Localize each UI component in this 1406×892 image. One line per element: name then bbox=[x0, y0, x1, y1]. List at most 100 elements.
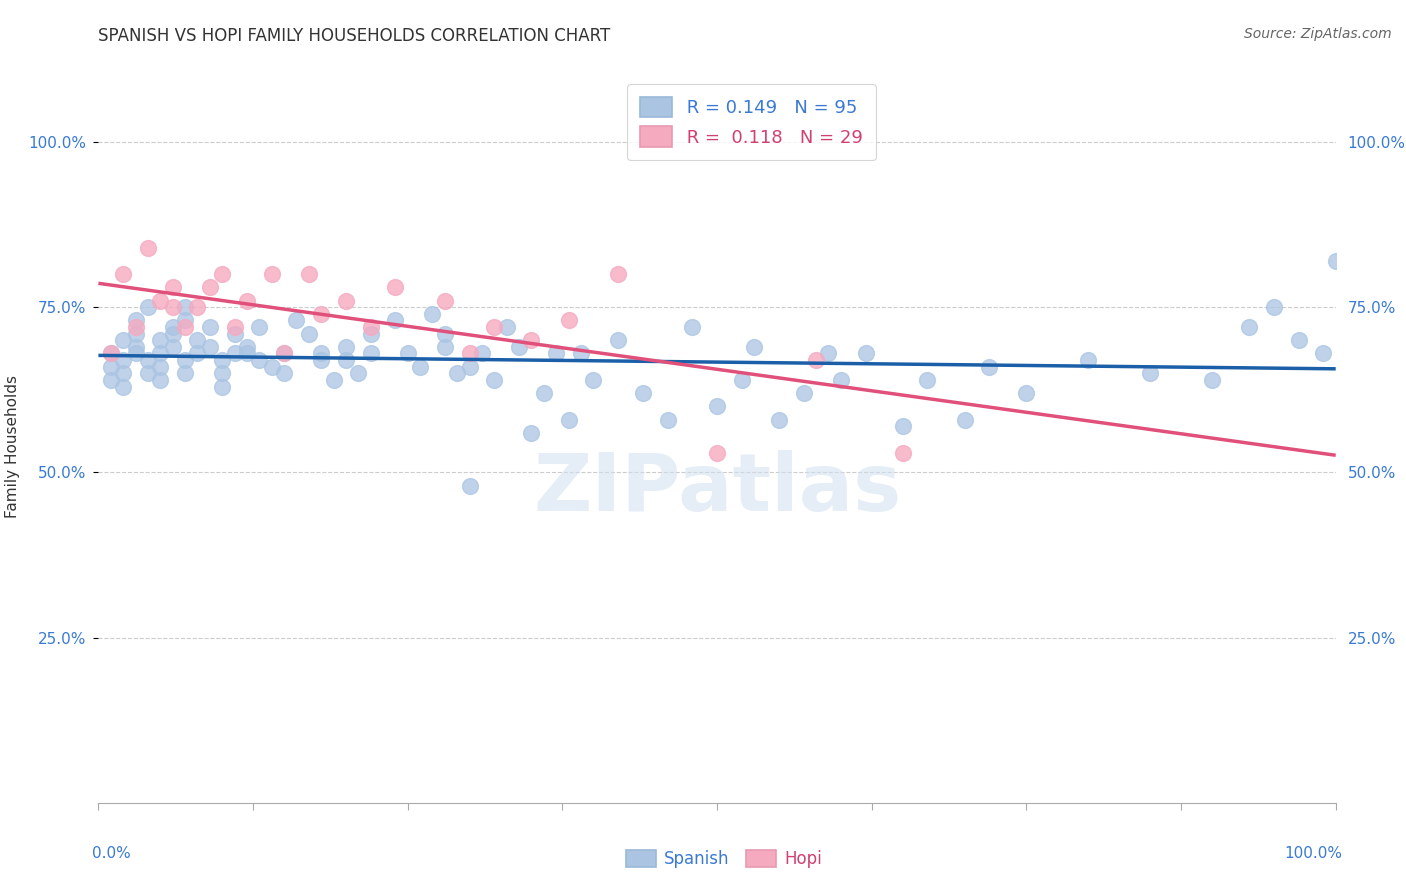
Point bbox=[224, 326, 246, 341]
Point bbox=[384, 313, 406, 327]
Point bbox=[136, 367, 159, 381]
Legend: Spanish, Hopi: Spanish, Hopi bbox=[619, 843, 830, 875]
Point bbox=[335, 353, 357, 368]
Point bbox=[979, 359, 1001, 374]
Point bbox=[224, 346, 246, 360]
Point bbox=[1312, 346, 1334, 360]
Point bbox=[1288, 333, 1310, 347]
Text: Source: ZipAtlas.com: Source: ZipAtlas.com bbox=[1244, 27, 1392, 41]
Point bbox=[458, 359, 481, 374]
Point bbox=[484, 320, 506, 334]
Point bbox=[396, 346, 419, 360]
Y-axis label: Family Households: Family Households bbox=[6, 375, 20, 517]
Point bbox=[322, 373, 344, 387]
Point bbox=[149, 293, 172, 308]
Point bbox=[706, 445, 728, 459]
Point bbox=[1077, 353, 1099, 368]
Point bbox=[136, 241, 159, 255]
Point bbox=[569, 346, 592, 360]
Point bbox=[162, 326, 184, 341]
Point bbox=[100, 359, 122, 374]
Point bbox=[174, 367, 197, 381]
Point bbox=[236, 340, 259, 354]
Point bbox=[631, 386, 654, 401]
Point bbox=[855, 346, 877, 360]
Point bbox=[273, 346, 295, 360]
Point bbox=[298, 267, 321, 281]
Point bbox=[149, 373, 172, 387]
Point bbox=[607, 267, 630, 281]
Point bbox=[495, 320, 517, 334]
Point bbox=[335, 293, 357, 308]
Point bbox=[557, 412, 579, 426]
Point bbox=[149, 333, 172, 347]
Point bbox=[347, 367, 370, 381]
Point bbox=[124, 340, 146, 354]
Point bbox=[360, 326, 382, 341]
Point bbox=[186, 300, 208, 314]
Point bbox=[582, 373, 605, 387]
Point bbox=[273, 367, 295, 381]
Point bbox=[162, 300, 184, 314]
Point bbox=[1263, 300, 1285, 314]
Point bbox=[360, 320, 382, 334]
Point bbox=[793, 386, 815, 401]
Point bbox=[124, 320, 146, 334]
Point bbox=[124, 346, 146, 360]
Point bbox=[742, 340, 765, 354]
Point bbox=[830, 373, 852, 387]
Point bbox=[458, 478, 481, 492]
Point bbox=[273, 346, 295, 360]
Point bbox=[422, 307, 444, 321]
Point bbox=[309, 307, 332, 321]
Point bbox=[409, 359, 432, 374]
Point bbox=[309, 346, 332, 360]
Point bbox=[174, 300, 197, 314]
Point bbox=[100, 373, 122, 387]
Point bbox=[1201, 373, 1223, 387]
Point bbox=[174, 353, 197, 368]
Point bbox=[100, 346, 122, 360]
Point bbox=[681, 320, 703, 334]
Point bbox=[236, 293, 259, 308]
Point bbox=[917, 373, 939, 387]
Point bbox=[149, 359, 172, 374]
Point bbox=[162, 340, 184, 354]
Point bbox=[804, 353, 827, 368]
Point bbox=[100, 346, 122, 360]
Point bbox=[136, 353, 159, 368]
Point bbox=[149, 346, 172, 360]
Point bbox=[136, 300, 159, 314]
Point bbox=[731, 373, 754, 387]
Point bbox=[247, 320, 270, 334]
Point bbox=[1237, 320, 1260, 334]
Point bbox=[174, 320, 197, 334]
Legend:  R = 0.149   N = 95,  R =  0.118   N = 29: R = 0.149 N = 95, R = 0.118 N = 29 bbox=[627, 84, 876, 160]
Point bbox=[112, 353, 135, 368]
Point bbox=[768, 412, 790, 426]
Point bbox=[224, 320, 246, 334]
Point bbox=[112, 379, 135, 393]
Point bbox=[162, 280, 184, 294]
Text: 100.0%: 100.0% bbox=[1284, 846, 1341, 861]
Text: 0.0%: 0.0% bbox=[93, 846, 131, 861]
Point bbox=[1324, 254, 1347, 268]
Text: ZIPatlas: ZIPatlas bbox=[533, 450, 901, 528]
Point bbox=[186, 333, 208, 347]
Point bbox=[384, 280, 406, 294]
Point bbox=[706, 400, 728, 414]
Point bbox=[520, 425, 543, 440]
Point bbox=[211, 367, 233, 381]
Point bbox=[124, 326, 146, 341]
Point bbox=[124, 313, 146, 327]
Point bbox=[211, 353, 233, 368]
Point bbox=[198, 340, 221, 354]
Point bbox=[458, 346, 481, 360]
Point bbox=[1139, 367, 1161, 381]
Point bbox=[657, 412, 679, 426]
Point bbox=[247, 353, 270, 368]
Point bbox=[607, 333, 630, 347]
Point bbox=[433, 340, 456, 354]
Point bbox=[471, 346, 494, 360]
Point bbox=[186, 346, 208, 360]
